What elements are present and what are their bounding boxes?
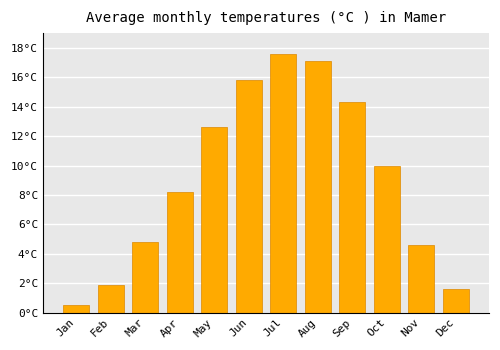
Bar — [236, 80, 262, 313]
Bar — [166, 192, 192, 313]
Bar — [132, 242, 158, 313]
Bar — [339, 102, 365, 313]
Bar — [98, 285, 124, 313]
Bar — [304, 61, 330, 313]
Bar — [63, 305, 89, 313]
Title: Average monthly temperatures (°C ) in Mamer: Average monthly temperatures (°C ) in Ma… — [86, 11, 446, 25]
Bar — [270, 54, 296, 313]
Bar — [408, 245, 434, 313]
Bar — [201, 127, 227, 313]
Bar — [374, 166, 400, 313]
Bar — [442, 289, 468, 313]
